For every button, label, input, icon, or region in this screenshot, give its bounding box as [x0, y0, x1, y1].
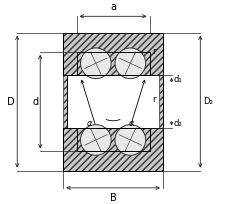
Bar	[76, 129, 149, 151]
Text: B: B	[109, 193, 116, 203]
Text: a: a	[110, 1, 116, 11]
Circle shape	[80, 125, 111, 155]
Bar	[63, 33, 162, 75]
Text: D₂: D₂	[202, 97, 212, 106]
Text: d: d	[32, 97, 38, 107]
Text: D: D	[7, 97, 14, 107]
Circle shape	[114, 48, 145, 79]
Bar	[63, 129, 162, 171]
Text: r: r	[152, 95, 155, 104]
Circle shape	[114, 125, 145, 155]
Circle shape	[80, 48, 111, 79]
Text: d₁: d₁	[173, 75, 181, 84]
Text: d₂: d₂	[173, 119, 181, 128]
Text: r: r	[152, 47, 155, 56]
Bar	[63, 75, 67, 129]
Text: α: α	[128, 119, 134, 128]
Bar	[158, 75, 162, 129]
Text: α: α	[86, 119, 91, 128]
Bar	[76, 52, 149, 75]
